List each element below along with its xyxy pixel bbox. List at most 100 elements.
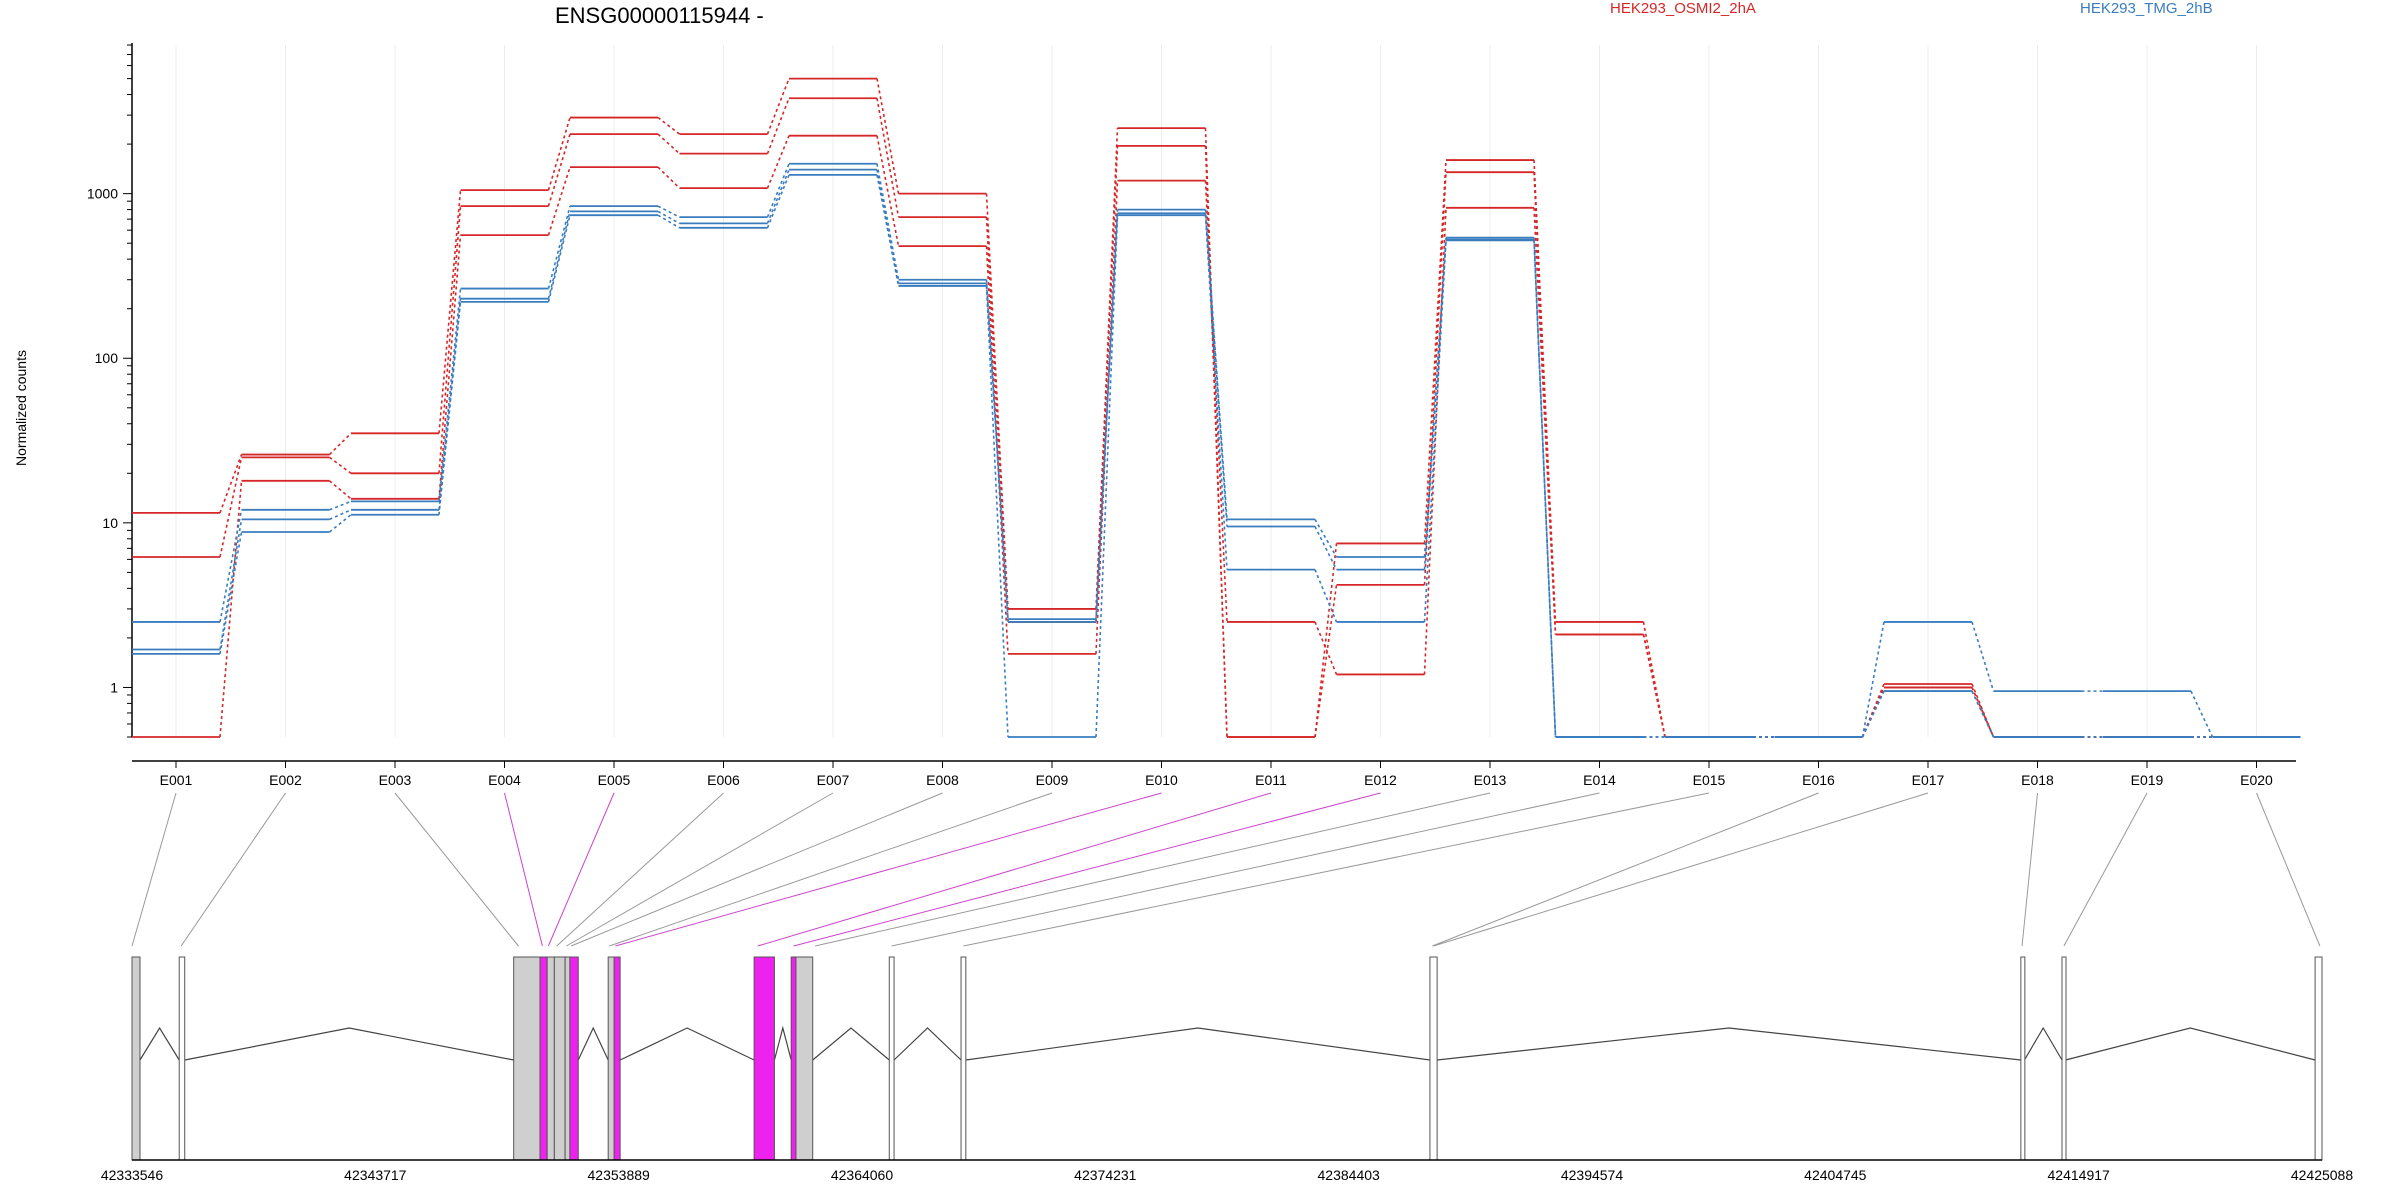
exon-block-16	[2020, 956, 2026, 1161]
legend-entry-osmi2: HEK293_OSMI2_2hA	[1610, 0, 1756, 17]
series-5-connector	[985, 285, 1009, 738]
connector-E005	[547, 792, 615, 947]
connector-E007	[566, 792, 834, 947]
series-5-connector	[876, 174, 900, 287]
connector-E019	[2063, 792, 2148, 947]
exon-block-5	[553, 956, 566, 1161]
exon-label-E009: E009	[1036, 772, 1069, 788]
intron	[812, 1027, 890, 1061]
series-3-connector	[1971, 621, 1995, 692]
series-3-connector	[1861, 621, 1885, 738]
exon-block-9	[613, 956, 621, 1161]
exon-block-2	[513, 956, 541, 1161]
series-0-connector	[1314, 543, 1338, 738]
y-tick-label: 10	[102, 515, 118, 531]
chart-title: ENSG00000115944 -	[555, 3, 764, 28]
connector-E004	[504, 792, 543, 947]
series-4-connector	[329, 509, 352, 521]
series-0-connector	[766, 78, 790, 135]
series-1-connector	[1533, 172, 1557, 635]
series-4-connector	[657, 210, 680, 225]
series-5-connector	[328, 514, 352, 533]
exon-label-E002: E002	[269, 772, 302, 788]
series-lines	[132, 77, 2301, 738]
connector-E009	[609, 792, 1053, 947]
series-5-connector	[1204, 215, 1228, 570]
series-2-connector	[1314, 621, 1338, 675]
series-3-connector	[329, 500, 352, 511]
series-3-connector	[985, 279, 1009, 620]
series-5-connector	[547, 214, 571, 303]
series-2-connector	[219, 480, 243, 738]
series-3-connector	[2190, 690, 2214, 738]
connector-E006	[556, 792, 724, 947]
exon-label-E016: E016	[1802, 772, 1835, 788]
series-4-connector	[766, 169, 790, 224]
y-axis-label: Normalized counts	[13, 350, 29, 466]
series-3-connector	[219, 509, 243, 623]
exon-label-E012: E012	[1364, 772, 1397, 788]
coord-label: 42404745	[1804, 1167, 1867, 1183]
series-5-connector	[766, 174, 790, 229]
coord-label: 42343717	[344, 1167, 407, 1183]
genomic-coordinates: 42333546 42343717 42353889 42364060 42374231…	[101, 1167, 2354, 1183]
series-4-connector	[1095, 213, 1119, 622]
series-2-connector	[876, 135, 900, 247]
y-tick-label: 100	[95, 350, 119, 366]
intron	[1437, 1027, 2021, 1061]
exon-labels: E001 E002 E003 E004 E005 E006 E007 E008 E009 E010…	[160, 761, 2273, 788]
series-1-connector	[1204, 145, 1228, 738]
intron	[619, 1027, 755, 1061]
series-4-connector	[547, 211, 571, 299]
series-4-connector	[219, 519, 243, 650]
series-1-connector	[547, 133, 571, 207]
y-tick-label: 1	[110, 679, 118, 695]
series-3-connector	[1095, 209, 1119, 620]
intron	[184, 1027, 514, 1061]
connector-E010	[615, 792, 1162, 947]
series-0-connector	[438, 190, 462, 434]
exon-block-7	[569, 956, 579, 1161]
series-4-connector	[1314, 526, 1338, 570]
exon-label-E008: E008	[926, 772, 959, 788]
exon-label-E013: E013	[1474, 772, 1507, 788]
coord-label: 42374231	[1074, 1167, 1137, 1183]
connector-E011	[757, 792, 1272, 947]
intron	[965, 1027, 1431, 1061]
exon-label-E007: E007	[817, 772, 850, 788]
exon-block-8	[607, 956, 615, 1161]
series-5-connector	[1314, 569, 1338, 623]
coord-label: 42333546	[101, 1167, 164, 1183]
coord-label: 42414917	[2048, 1167, 2111, 1183]
series-1-connector	[1314, 584, 1338, 738]
series-4-connector	[1423, 239, 1447, 570]
coord-label: 42394574	[1561, 1167, 1624, 1183]
series-3-connector	[876, 163, 900, 280]
series-1-connector	[219, 457, 243, 558]
series-1-connector	[657, 133, 681, 155]
connector-E018	[2021, 792, 2038, 947]
series-4-connector	[985, 283, 1009, 622]
exon-label-E015: E015	[1693, 772, 1726, 788]
exon-label-E001: E001	[160, 772, 193, 788]
exon-block-4	[546, 956, 555, 1161]
series-3-connector	[766, 163, 790, 218]
series-5-connector	[657, 214, 680, 229]
series-3-connector	[1314, 518, 1338, 558]
exon-label-E010: E010	[1145, 772, 1178, 788]
intron	[2065, 1027, 2316, 1061]
coord-label: 42353889	[588, 1167, 651, 1183]
series-1-connector	[766, 97, 790, 154]
series-3-connector	[657, 205, 680, 218]
y-ticks: 1 10 100 1000	[87, 44, 132, 738]
exon-block-18	[2314, 956, 2323, 1161]
gene-model	[131, 956, 2323, 1161]
connector-E020	[2256, 792, 2321, 947]
exon-label-E011: E011	[1255, 772, 1287, 788]
exon-label-E003: E003	[379, 772, 412, 788]
exon-block-15	[1429, 956, 1438, 1161]
series-2-connector	[438, 235, 462, 499]
coord-label: 42425088	[2291, 1167, 2354, 1183]
exon-block-10	[753, 956, 775, 1161]
